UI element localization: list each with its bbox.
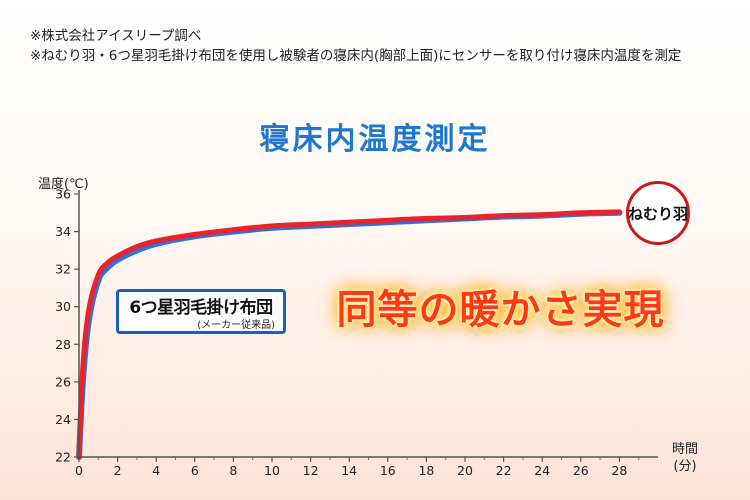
y-tick-label: 26 <box>55 374 71 389</box>
x-tick-label: 20 <box>457 463 473 478</box>
y-tick-label: 36 <box>55 187 71 202</box>
x-tick-label: 28 <box>611 463 627 478</box>
footnotes: ※株式会社アイスリープ調べ ※ねむり羽・6つ星羽毛掛け布団を使用し被験者の寝床内… <box>30 26 730 66</box>
y-tick-label: 30 <box>55 299 71 314</box>
y-tick-label: 32 <box>55 262 71 277</box>
x-tick-label: 6 <box>191 463 199 478</box>
x-tick-label: 16 <box>380 463 396 478</box>
callout-product-name: 6つ星羽毛掛け布団 <box>129 298 273 318</box>
callout-product-note: (メーカー従来品) <box>197 320 275 331</box>
x-axis-title-line2: (分) <box>673 459 697 474</box>
x-tick-label: 18 <box>418 463 434 478</box>
series-line-nemuriba <box>76 209 622 460</box>
x-tick-label: 10 <box>264 463 280 478</box>
x-tick-label: 0 <box>75 463 83 478</box>
y-tick-label: 28 <box>55 337 71 352</box>
note-method: ※ねむり羽・6つ星羽毛掛け布団を使用し被験者の寝床内(胸部上面)にセンサーを取り… <box>30 48 682 64</box>
x-axis-title: 時間 (分) <box>672 441 698 475</box>
x-tick-label: 2 <box>114 463 122 478</box>
x-tick-label: 22 <box>496 463 512 478</box>
x-tick-label: 26 <box>573 463 589 478</box>
x-tick-label: 8 <box>229 463 237 478</box>
y-tick-label: 24 <box>55 412 71 427</box>
x-tick-label: 4 <box>152 463 160 478</box>
x-tick-label: 12 <box>303 463 319 478</box>
x-tick-label: 14 <box>341 463 357 478</box>
x-axis-title-line1: 時間 <box>672 442 699 457</box>
y-tick-label: 22 <box>55 450 71 465</box>
y-axis-title: 温度(℃) <box>38 177 89 192</box>
x-tick-label: 24 <box>534 463 550 478</box>
seal-label: ねむり羽 <box>628 204 689 223</box>
chart-title: 寝床内温度測定 <box>259 122 491 157</box>
equal-warmth-banner: 同等の暖かさ実現 <box>336 287 665 333</box>
conventional-product-callout: 6つ星羽毛掛け布団 (メーカー従来品) <box>116 289 286 334</box>
note-source: ※株式会社アイスリープ調べ <box>30 28 202 44</box>
y-tick-label: 34 <box>55 224 71 239</box>
product-seal-badge: ねむり羽 <box>626 181 690 245</box>
